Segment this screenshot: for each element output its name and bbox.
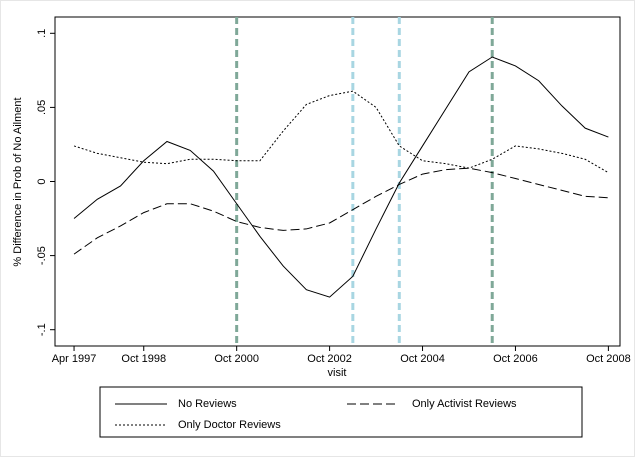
series-line: [73, 167, 609, 255]
x-tick-label: Oct 2002: [307, 353, 352, 365]
x-tick-label: Apr 1997: [52, 353, 97, 365]
x-tick-label: Oct 2006: [493, 353, 538, 365]
y-tick-label: -.05: [36, 246, 48, 265]
y-tick-label: -.1: [36, 323, 48, 336]
x-tick-label: Oct 2004: [400, 353, 445, 365]
x-tick-label: Oct 2000: [214, 353, 259, 365]
y-axis-label: % Difference in Prob of No Ailment: [12, 97, 24, 266]
x-axis-label: visit: [328, 367, 347, 379]
series-line: [73, 90, 609, 174]
legend: [99, 386, 583, 438]
legend-label: No Reviews: [178, 398, 237, 410]
plot-area: [54, 16, 621, 347]
x-tick-label: Oct 1998: [121, 353, 166, 365]
y-tick-label: .1: [36, 29, 48, 38]
y-tick-label: .05: [36, 100, 48, 115]
x-tick-label: Oct 2008: [586, 353, 631, 365]
series-line: [73, 56, 609, 298]
legend-label: Only Doctor Reviews: [178, 419, 281, 431]
y-tick-label: 0: [36, 178, 48, 184]
legend-label: Only Activist Reviews: [412, 398, 517, 410]
